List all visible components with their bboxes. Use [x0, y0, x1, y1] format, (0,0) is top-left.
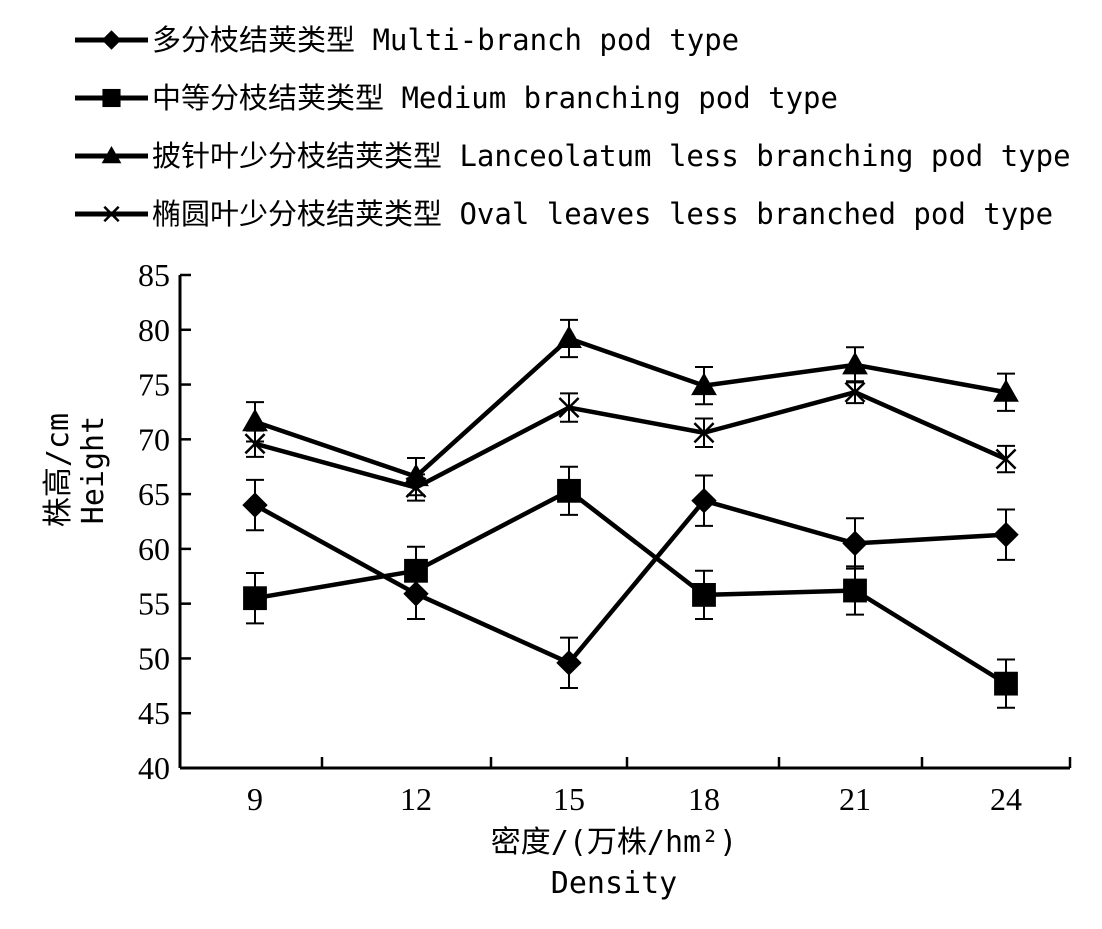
data-point [557, 478, 581, 503]
y-tick-label: 75 [138, 367, 170, 403]
x-tick-label: 21 [839, 781, 871, 817]
legend-marker-diamond [101, 30, 122, 50]
legend-item: 椭圆叶少分枝结荚类型 Oval leaves less branched pod… [75, 197, 1053, 231]
data-point [405, 477, 427, 499]
x-tick-label: 9 [247, 781, 263, 817]
legend-label: 中等分枝结荚类型 Medium branching pod type [152, 81, 838, 115]
data-point [842, 530, 868, 557]
legend-item: 多分枝结荚类型 Multi-branch pod type [75, 23, 739, 57]
data-point [842, 351, 868, 375]
legend-item: 中等分枝结荚类型 Medium branching pod type [75, 81, 838, 115]
y-tick-label: 60 [138, 531, 170, 567]
data-point [243, 586, 267, 611]
legend-label: 椭圆叶少分枝结荚类型 Oval leaves less branched pod… [152, 197, 1053, 231]
legend-marker-x [103, 205, 120, 223]
y-axis-title: 株高/cm [41, 413, 76, 527]
y-tick-label: 50 [138, 640, 170, 676]
y-tick-label: 45 [138, 695, 170, 731]
y-tick-label: 70 [138, 421, 170, 457]
data-point [556, 650, 582, 676]
axis-titles: 密度/(万株/hm²) Density 株高/cm Height [41, 413, 737, 901]
y-tick-label: 55 [138, 586, 170, 622]
y-tick-label: 80 [138, 312, 170, 348]
y-axis-title-english: Height [76, 416, 111, 524]
data-point [844, 381, 866, 403]
data-point [994, 671, 1018, 696]
series-diamond [242, 474, 1019, 690]
y-tick-label: 40 [138, 750, 170, 786]
data-point [993, 521, 1019, 548]
data-point [691, 372, 717, 396]
data-point [691, 487, 717, 514]
series-square [243, 465, 1018, 709]
data-point [558, 397, 580, 419]
data-point [993, 379, 1019, 402]
x-axis-title: 密度/(万株/hm²) [491, 825, 737, 860]
x-tick-label: 15 [553, 781, 585, 817]
series-x [244, 380, 1017, 502]
series-line [253, 498, 1007, 666]
x-ticks: 9 12 15 18 21 24 [247, 757, 1072, 817]
legend: 多分枝结荚类型 Multi-branch pod type 中等分枝结荚类型 Me… [75, 23, 1071, 231]
x-tick-label: 12 [400, 781, 432, 817]
series-layer [242, 318, 1019, 709]
series-line [254, 389, 1007, 490]
data-point [693, 422, 715, 444]
series-line [254, 488, 1008, 686]
data-point [242, 492, 268, 518]
data-point [404, 558, 428, 583]
legend-marker-square [102, 88, 121, 108]
legend-marker-triangle [101, 145, 122, 164]
data-point [556, 325, 582, 349]
x-tick-label: 24 [990, 781, 1022, 817]
x-tick-label: 18 [688, 781, 720, 817]
data-point [692, 583, 716, 607]
data-point [843, 578, 867, 603]
y-tick-label: 85 [138, 257, 170, 293]
axes: 40 45 50 55 60 65 70 75 80 85 9 12 15 18 21 24 [138, 257, 1072, 817]
legend-label: 多分枝结荚类型 Multi-branch pod type [152, 23, 739, 57]
legend-item: 披针叶少分枝结荚类型 Lanceolatum less branching po… [75, 139, 1071, 173]
series-line [254, 336, 1007, 479]
data-point [995, 448, 1017, 470]
y-ticks: 40 45 50 55 60 65 70 75 80 85 [138, 257, 191, 786]
x-axis-title-english: Density [551, 866, 677, 901]
data-point [242, 408, 268, 432]
series-triangle [242, 318, 1019, 497]
y-tick-label: 65 [138, 476, 170, 512]
data-point [244, 433, 266, 455]
legend-label: 披针叶少分枝结荚类型 Lanceolatum less branching po… [152, 139, 1071, 173]
